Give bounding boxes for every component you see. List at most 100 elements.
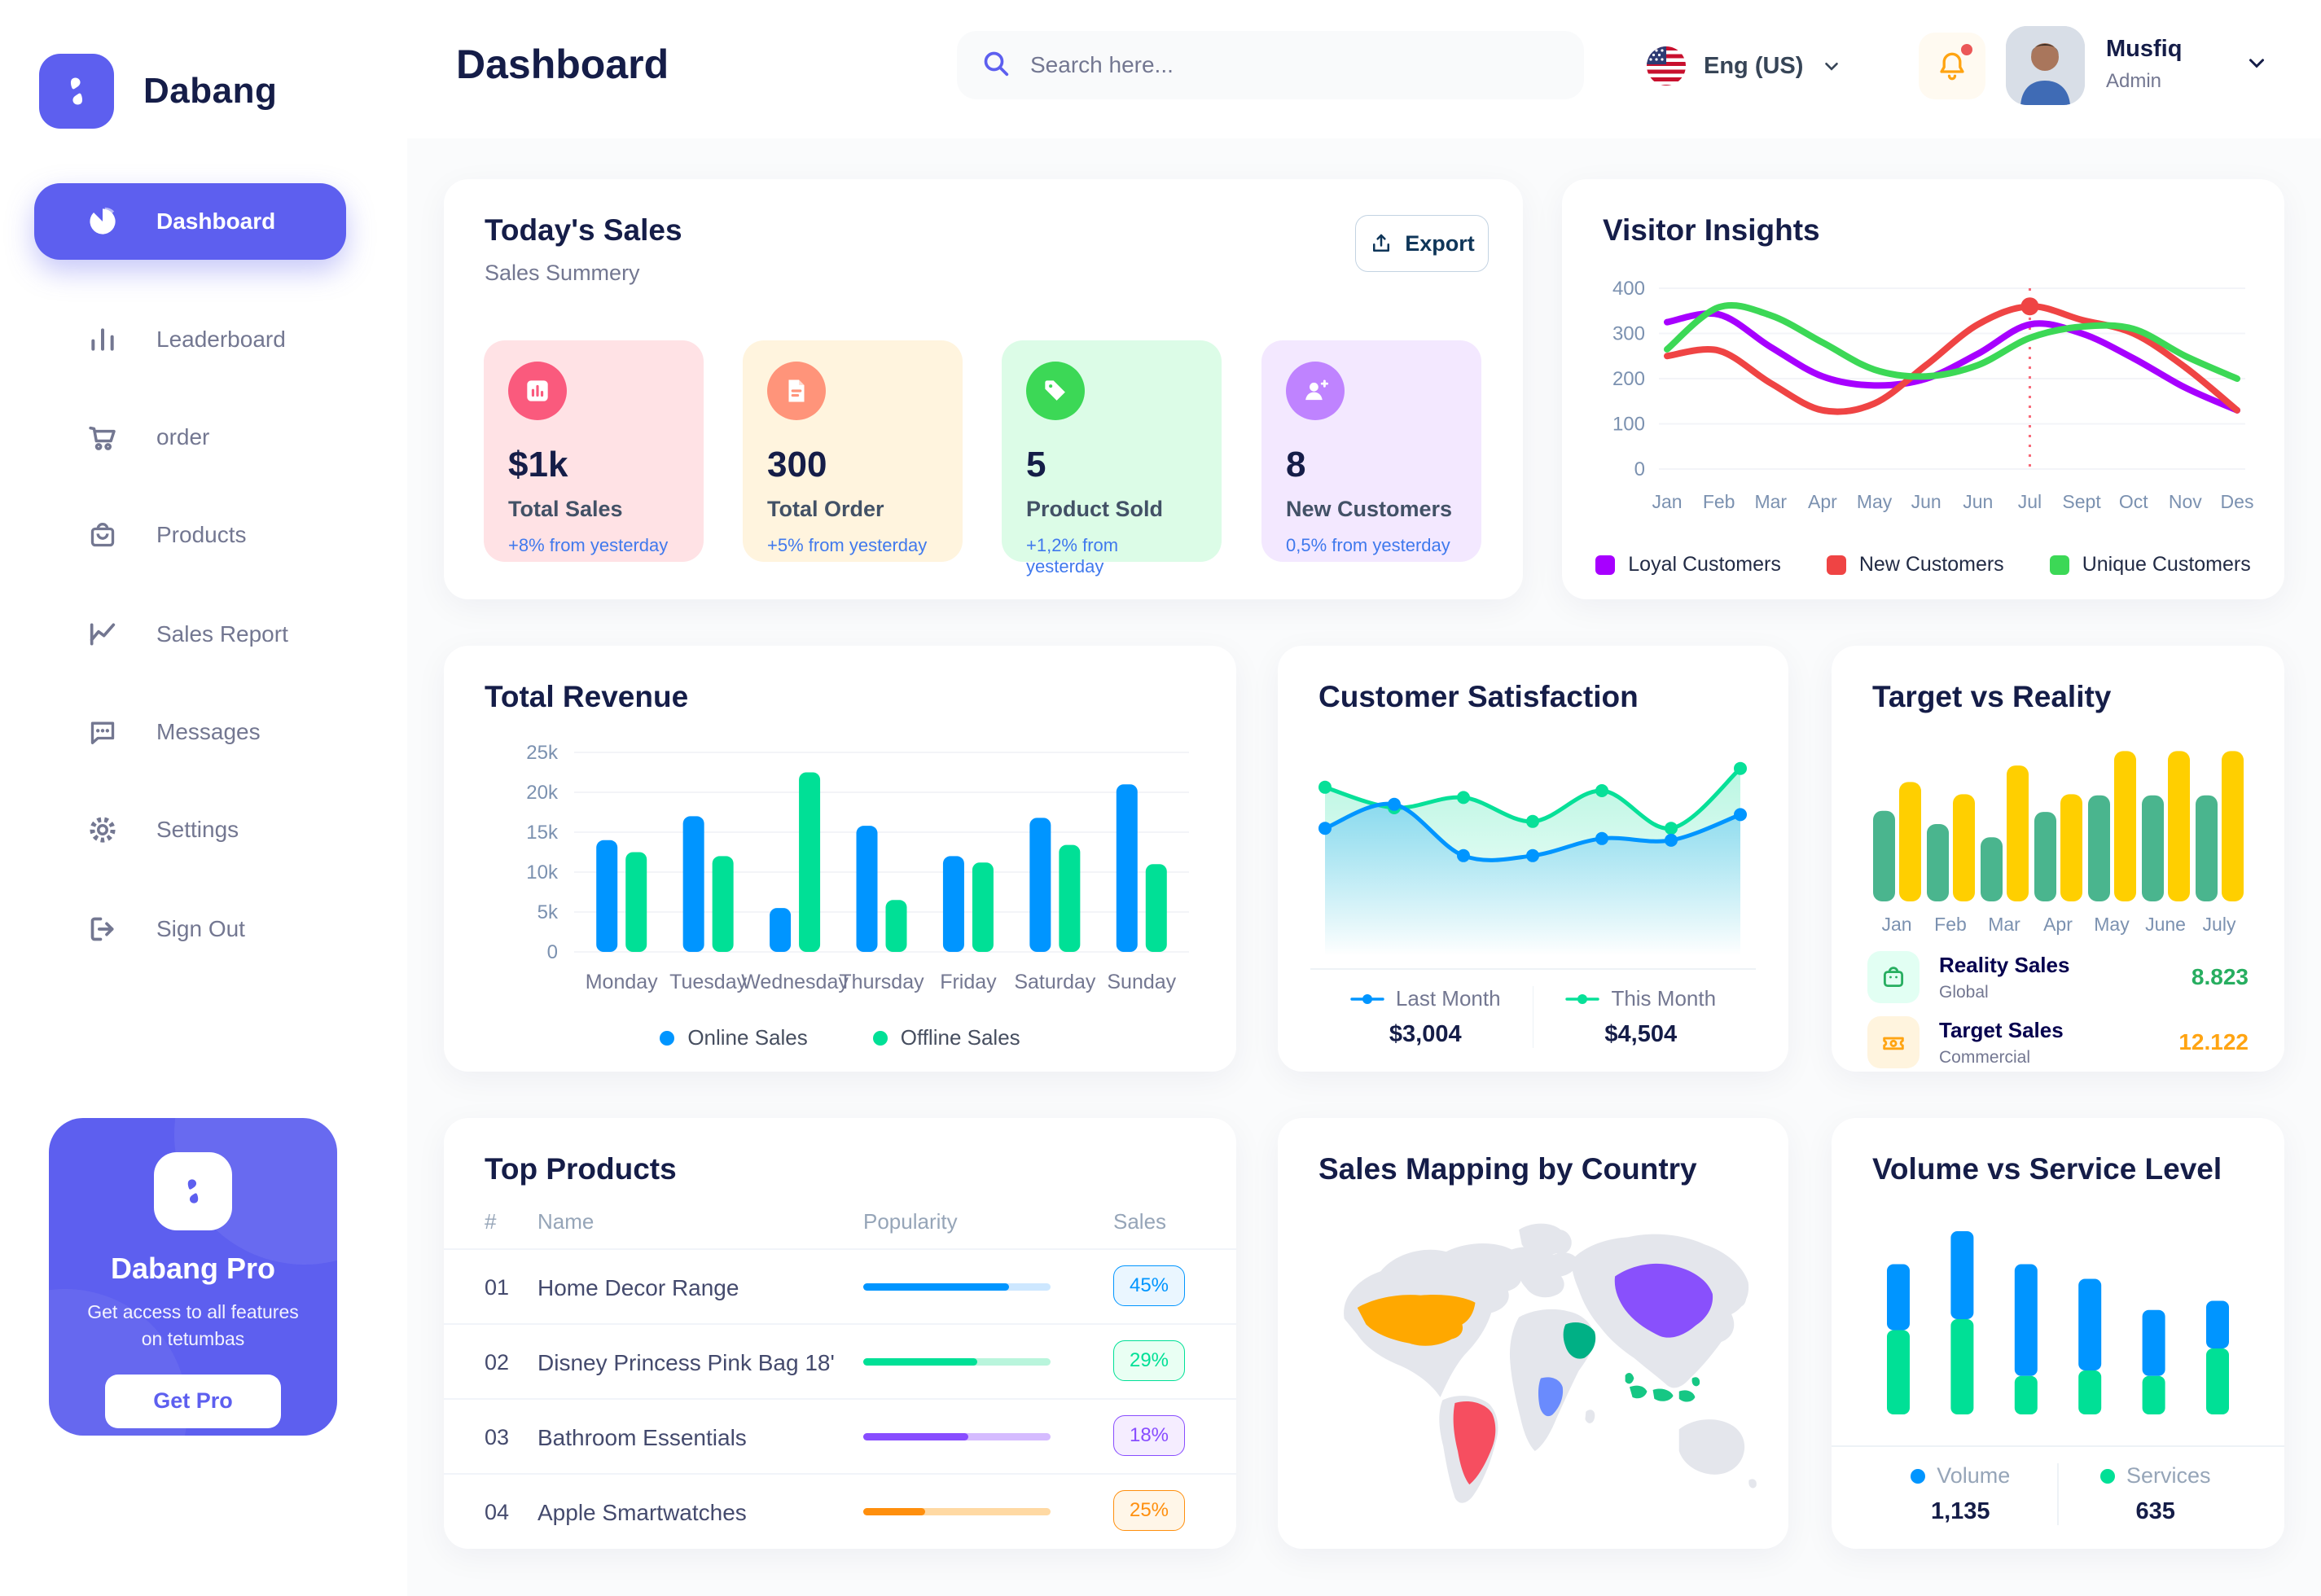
sidebar-item-sign-out[interactable]: Sign Out: [34, 891, 346, 967]
svg-text:Feb: Feb: [1934, 914, 1967, 935]
svg-text:0: 0: [547, 941, 558, 963]
stat-delta: +1,2% from yesterday: [1026, 535, 1119, 577]
stat-value: 300: [767, 445, 827, 484]
sign-out-icon: [85, 911, 121, 947]
svg-text:10k: 10k: [526, 862, 559, 884]
bell-icon: [1940, 52, 1964, 81]
svg-text:Nov: Nov: [2169, 491, 2202, 512]
svg-text:Mar: Mar: [1988, 914, 2020, 935]
svg-text:July: July: [2203, 914, 2236, 935]
get-pro-button[interactable]: Get Pro: [105, 1374, 281, 1428]
sales-badge: 45%: [1113, 1265, 1185, 1306]
stat-card-product-sold: 5 Product Sold +1,2% from yesterday: [1002, 340, 1222, 577]
sidebar-item-sales-report[interactable]: Sales Report: [34, 596, 346, 673]
country-usa: [1357, 1294, 1476, 1346]
sales-badge: 29%: [1113, 1340, 1185, 1381]
svg-text:Monday: Monday: [586, 971, 658, 993]
svg-text:Jul: Jul: [2018, 491, 2042, 512]
country-indonesia: [1625, 1372, 1700, 1402]
sidebar-item-products[interactable]: Products: [34, 497, 346, 573]
visitor-insights-legend: Loyal Customers New Customers Unique Cus…: [1562, 553, 2284, 577]
pro-description: Get access to all features on tetumbas: [87, 1301, 299, 1350]
language-label: Eng (US): [1704, 52, 1804, 79]
svg-text:Jan: Jan: [1652, 491, 1682, 512]
offline-sales-dot: [872, 1030, 888, 1046]
brand-logo-icon: [39, 54, 114, 129]
sidebar: Dabang Dashboard Leaderboard order Produ…: [0, 0, 407, 1596]
volume-service-title: Volume vs Service Level: [1872, 1152, 2222, 1186]
search-bar: [957, 31, 1584, 99]
new-customers-swatch: [1826, 555, 1846, 575]
search-input[interactable]: [1030, 52, 1561, 78]
divider: [444, 1323, 1236, 1325]
country-congo: [1538, 1377, 1564, 1417]
popularity-bar: [863, 1358, 1051, 1366]
sales-chart-icon: [508, 362, 567, 420]
pie-chart-icon: [85, 204, 121, 239]
svg-text:Thursday: Thursday: [839, 971, 924, 993]
reality-bag-icon: [1867, 951, 1920, 1003]
world-map: [1344, 1223, 1757, 1503]
sidebar-item-label: Dashboard: [156, 208, 276, 234]
total-revenue-legend: Online Sales Offline Sales: [444, 1025, 1236, 1050]
line-chart-icon: [85, 616, 121, 652]
sidebar-item-label: Sales Report: [156, 621, 288, 647]
divider: [444, 1473, 1236, 1475]
sidebar-item-leaderboard[interactable]: Leaderboard: [34, 301, 346, 378]
volume-total: 1,135: [1930, 1498, 1990, 1524]
total-revenue-chart: 0 5k 10k 15k 20k 25k Monday TuesdayWednesdayThu…: [526, 742, 1189, 993]
brand: Dabang: [39, 54, 277, 129]
sales-mapping-card: Sales Mapping by Country: [1278, 1118, 1788, 1549]
services-dot: [2099, 1468, 2115, 1484]
notification-badge: [1961, 44, 1972, 55]
svg-text:100: 100: [1612, 414, 1645, 436]
customer-satisfaction-legend: Last Month $3,004 This Month $4,504: [1278, 986, 1788, 1048]
leaderboard-icon: [85, 322, 121, 357]
avatar[interactable]: [2006, 26, 2085, 105]
svg-text:June: June: [2145, 914, 2186, 935]
sidebar-item-label: Products: [156, 522, 247, 547]
stat-delta: 0,5% from yesterday: [1286, 535, 1450, 555]
this-month-total: $4,504: [1604, 1021, 1678, 1047]
export-button[interactable]: Export: [1355, 215, 1489, 272]
notifications-button[interactable]: [1919, 33, 1985, 99]
tag-icon: [1026, 362, 1085, 420]
svg-text:Sunday: Sunday: [1107, 971, 1176, 993]
customer-satisfaction-chart: [1318, 761, 1747, 956]
sidebar-item-label: Sign Out: [156, 916, 245, 941]
table-row: 04 Apple Smartwatches 25%: [444, 1474, 1236, 1550]
last-month-total: $3,004: [1389, 1021, 1462, 1047]
sidebar-item-messages[interactable]: Messages: [34, 694, 346, 770]
svg-text:May: May: [2094, 914, 2130, 935]
total-revenue-title: Total Revenue: [485, 680, 689, 713]
volume-service-legend: Volume 1,135 Services 635: [1832, 1463, 2284, 1525]
language-selector[interactable]: Eng (US): [1647, 37, 1842, 94]
top-products-title: Top Products: [485, 1152, 677, 1186]
volume-dot: [1911, 1468, 1926, 1484]
us-flag-icon: [1647, 46, 1686, 86]
profile-chevron-icon[interactable]: [2244, 50, 2269, 79]
sidebar-item-label: Messages: [156, 719, 261, 744]
popularity-bar: [863, 1508, 1051, 1515]
order-file-icon: [767, 362, 826, 420]
sales-badge: 25%: [1113, 1490, 1185, 1531]
stat-label: New Customers: [1286, 497, 1453, 521]
stat-label: Total Sales: [508, 497, 623, 521]
svg-text:Apr: Apr: [2043, 914, 2073, 935]
sidebar-item-settings[interactable]: Settings: [34, 791, 346, 868]
stat-card-total-order: 300 Total Order +5% from yesterday: [743, 340, 963, 562]
sidebar-item-order[interactable]: order: [34, 399, 346, 476]
sidebar-item-dashboard[interactable]: Dashboard: [34, 183, 346, 260]
customer-satisfaction-title: Customer Satisfaction: [1318, 680, 1639, 713]
svg-text:Des: Des: [2221, 491, 2254, 512]
svg-text:Apr: Apr: [1808, 491, 1837, 512]
page-title: Dashboard: [456, 42, 669, 87]
table-row: 02 Disney Princess Pink Bag 18' 29%: [444, 1324, 1236, 1401]
sidebar-item-label: order: [156, 424, 210, 449]
volume-service-card: Volume vs Service Level Volume 1,135 Ser…: [1832, 1118, 2284, 1549]
svg-text:400: 400: [1612, 278, 1645, 300]
stat-value: 5: [1026, 445, 1046, 484]
svg-text:0: 0: [1634, 458, 1645, 480]
svg-text:Jan: Jan: [1881, 914, 1911, 935]
